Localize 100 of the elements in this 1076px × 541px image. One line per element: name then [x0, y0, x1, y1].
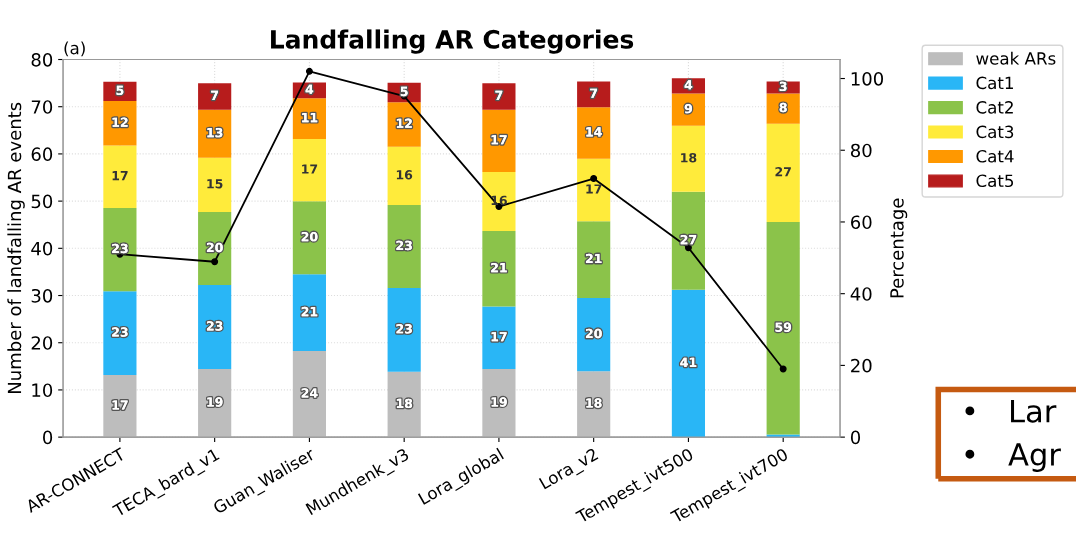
y-tick-label: 50: [31, 194, 53, 209]
point: [590, 175, 598, 183]
bar: [671, 125, 706, 192]
data-label: 17: [302, 164, 318, 174]
y2-tick-label: 0: [850, 430, 861, 445]
data-label: 23: [112, 243, 128, 254]
data-label: 5: [400, 86, 408, 97]
chart-title: Landfalling AR Categories: [271, 29, 634, 54]
legend-label: Cat3: [976, 125, 1014, 139]
data-label: 27: [680, 234, 697, 245]
y-tick-label: 10: [32, 383, 53, 398]
bar: [482, 306, 516, 369]
bar: [292, 201, 326, 275]
data-label: 4: [684, 80, 693, 90]
bar: [577, 81, 611, 108]
data-label: 23: [396, 324, 412, 334]
bar: [671, 191, 706, 290]
data-label: 20: [585, 328, 602, 339]
bar: [387, 146, 421, 206]
bar: [198, 211, 232, 286]
bar: [103, 207, 137, 292]
point: [779, 365, 787, 373]
bar: [198, 83, 232, 110]
data-label: 18: [586, 398, 602, 408]
data-label: 3: [779, 81, 787, 92]
point: [211, 258, 219, 266]
text: • Lar: [965, 400, 1057, 423]
bar: [292, 274, 326, 352]
data-label: 7: [495, 90, 503, 100]
data-label: 9: [684, 103, 692, 114]
bar: [103, 291, 137, 376]
text: (a): [64, 41, 85, 57]
data-label: 21: [301, 306, 318, 317]
data-label: 12: [112, 117, 128, 127]
y2-axis-title: Percentage: [890, 198, 908, 298]
data-label: 16: [396, 170, 413, 180]
data-label: 23: [396, 240, 412, 251]
bar: [198, 157, 232, 212]
bar: [482, 109, 516, 173]
bar: [103, 145, 137, 208]
bar: [387, 205, 421, 288]
point: [305, 67, 313, 75]
bar: [577, 158, 611, 222]
data-label: 17: [491, 332, 507, 342]
y2-tick-label: 20: [851, 358, 872, 373]
data-label: 19: [491, 397, 507, 407]
y-tick-label: 70: [31, 100, 53, 114]
bar: [766, 123, 800, 222]
data-label: 23: [112, 327, 128, 337]
legend-label: Cat4: [976, 150, 1014, 163]
data-label: 21: [585, 253, 602, 264]
legend-label: Cat1: [976, 76, 1013, 90]
data-label: 7: [211, 90, 219, 100]
bar: [577, 297, 611, 372]
bar: [198, 285, 232, 369]
y2-tick-label: 60: [851, 215, 872, 230]
bar: [292, 139, 326, 202]
data-label: 18: [396, 398, 413, 409]
y-tick-label: 60: [31, 147, 53, 162]
data-label: 15: [207, 179, 223, 189]
data-label: 27: [775, 167, 791, 177]
data-label: 21: [491, 262, 507, 273]
data-label: 41: [680, 357, 697, 367]
y-tick-label: 20: [31, 336, 53, 350]
data-label: 18: [681, 153, 697, 163]
y2-tick-label: 100: [851, 71, 884, 86]
bar: [292, 351, 326, 438]
text: • Agr: [965, 443, 1061, 472]
data-label: 17: [491, 135, 507, 145]
y2-tick-label: 40: [850, 287, 872, 301]
data-label: 11: [302, 113, 318, 123]
data-label: 59: [775, 322, 792, 332]
bar: [387, 287, 421, 372]
bar: [577, 107, 611, 159]
legend-label: Cat2: [976, 101, 1013, 114]
bar: [482, 368, 516, 438]
data-label: 5: [116, 85, 124, 96]
data-label: 4: [305, 84, 314, 94]
y2-tick-label: 80: [850, 143, 872, 158]
bar: [482, 172, 516, 231]
legend-label: Cat5: [976, 174, 1014, 188]
bar: [482, 83, 516, 110]
data-label: 14: [586, 127, 602, 137]
data-label: 8: [779, 102, 787, 113]
data-label: 7: [590, 88, 598, 98]
y-axis-title: Number of landfalling AR events: [7, 102, 25, 394]
data-label: 17: [112, 400, 128, 410]
legend-label: weak ARs: [976, 51, 1056, 65]
data-label: 20: [301, 231, 318, 242]
data-label: 23: [206, 321, 223, 331]
bar: [103, 375, 137, 438]
bar: [482, 230, 516, 307]
bar: [671, 289, 706, 438]
data-label: 17: [112, 171, 128, 181]
data-label: 13: [207, 127, 223, 138]
bar: [198, 368, 232, 438]
y-tick-label: 0: [43, 430, 53, 445]
y-tick-label: 80: [31, 52, 53, 67]
data-label: 19: [207, 397, 223, 407]
data-label: 17: [586, 184, 602, 194]
